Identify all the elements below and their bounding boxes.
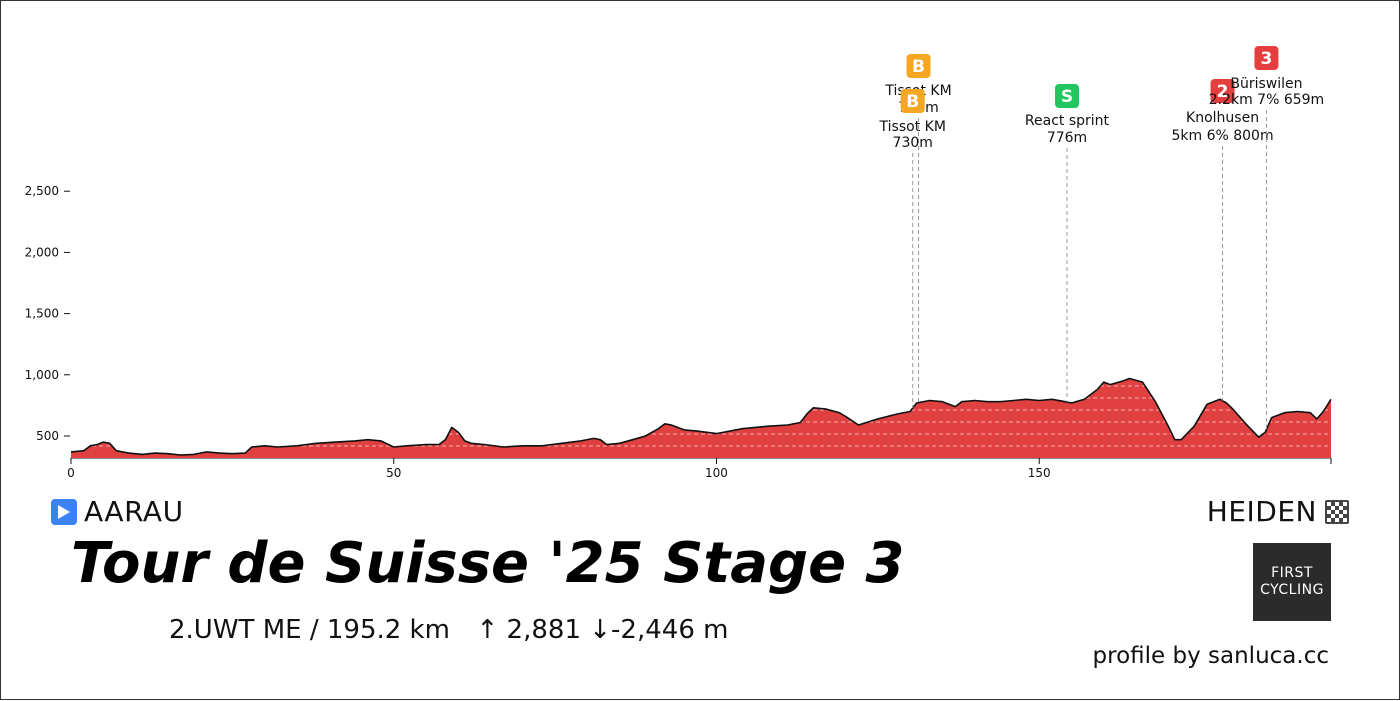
start-location: AARAU: [51, 495, 184, 528]
marker-badge-label: B: [912, 57, 925, 77]
marker-badge: [906, 54, 931, 78]
marker-badge-label: 3: [1261, 49, 1273, 69]
profile-credit: profile by sanluca.cc: [1092, 643, 1329, 669]
y-axis: 500 1,000 1,500 2,000 2,500: [25, 184, 70, 443]
marker-badge: [1254, 46, 1279, 70]
total-ascent: 2,881: [506, 615, 581, 645]
profile-fill: [71, 378, 1331, 458]
x-tick-label: 150: [1028, 466, 1051, 480]
play-icon: [51, 498, 77, 525]
marker-name: React sprint: [1025, 113, 1110, 129]
marker-detail: 5km 6% 800m: [1171, 128, 1273, 144]
x-tick-label: 100: [705, 466, 728, 480]
x-tick-label: 50: [386, 466, 401, 480]
finish-location: HEIDEN: [1207, 495, 1349, 528]
profile-line: [70, 377, 1332, 456]
marker-detail: 730m: [893, 135, 933, 151]
descent-arrow-icon: ↓: [589, 615, 612, 645]
marker-badge: [1210, 79, 1235, 103]
x-tick-label: 0: [67, 466, 75, 480]
marker-detail: 776m: [1047, 130, 1087, 146]
logo-line-1: FIRST: [1271, 565, 1313, 581]
profile-area: [70, 377, 1332, 458]
marker-detail: 2.2km 7% 659m: [1209, 92, 1324, 108]
checkered-flag-icon: [1325, 499, 1349, 524]
race-category: 2.UWT ME: [169, 615, 302, 645]
marker-badge: [900, 89, 925, 113]
marker-badge-label: 2: [1217, 82, 1229, 102]
y-tick-label: 2,000: [25, 245, 59, 259]
stage-distance: 195.2 km: [326, 615, 450, 645]
marker-knolhusen: 2 Knolhusen 5km 6% 800m: [1171, 79, 1274, 401]
marker-badge-label: S: [1061, 87, 1073, 107]
logo-line-2: CYCLING: [1260, 582, 1324, 598]
marker-name: Büriswilen: [1230, 76, 1302, 92]
x-axis: 0 50 100 150: [67, 457, 1332, 480]
marker-badge: [1054, 84, 1079, 108]
marker-name: Knolhusen: [1186, 110, 1259, 126]
ascent-arrow-icon: ↑: [476, 615, 499, 645]
y-tick-label: 2,500: [25, 184, 59, 198]
start-city: AARAU: [84, 495, 184, 528]
y-tick-label: 1,000: [25, 368, 59, 382]
marker-badge-label: B: [906, 92, 919, 112]
marker-name: Tissot KM: [879, 119, 946, 135]
total-descent: -2,446 m: [611, 615, 729, 645]
stats-separator: /: [309, 615, 319, 645]
firstcycling-logo: FIRST CYCLING: [1253, 543, 1331, 621]
stage-title: Tour de Suisse '25 Stage 3: [71, 531, 905, 596]
y-tick-label: 1,500: [25, 307, 59, 321]
stage-stats: 2.UWT ME / 195.2 km ↑ 2,881 ↓-2,446 m: [169, 615, 728, 645]
y-tick-label: 500: [36, 429, 59, 443]
finish-city: HEIDEN: [1206, 495, 1317, 528]
